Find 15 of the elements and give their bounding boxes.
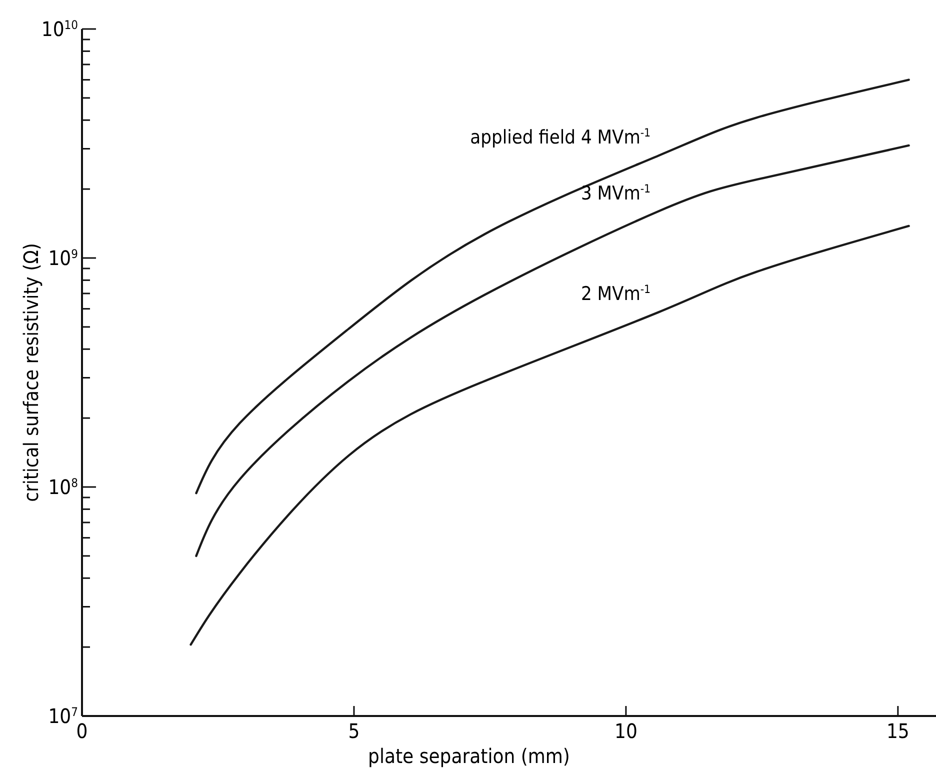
x-axis-title: plate separation (mm) xyxy=(368,744,570,768)
y-tick-label: 10$^{7}$ xyxy=(48,704,78,728)
y-tick-label: 10$^{9}$ xyxy=(48,246,78,270)
series-label: 2 MVm$^{-1}$ xyxy=(580,282,651,306)
y-tick-label: 10$^{10}$ xyxy=(41,17,78,41)
x-tick-label: 0 xyxy=(76,719,88,743)
line-series xyxy=(195,78,910,494)
series-label: applied field 4 MVm$^{-1}$ xyxy=(470,126,651,149)
y-axis-title: critical surface resistivity (Ω) xyxy=(19,243,43,502)
x-tick-label: 10 xyxy=(614,719,638,743)
line-series xyxy=(190,224,910,646)
x-tick-label: 5 xyxy=(348,719,360,743)
y-tick-label: 10$^{8}$ xyxy=(48,475,78,499)
x-tick-label: 15 xyxy=(886,719,910,743)
series-label: 3 MVm$^{-1}$ xyxy=(580,181,651,204)
